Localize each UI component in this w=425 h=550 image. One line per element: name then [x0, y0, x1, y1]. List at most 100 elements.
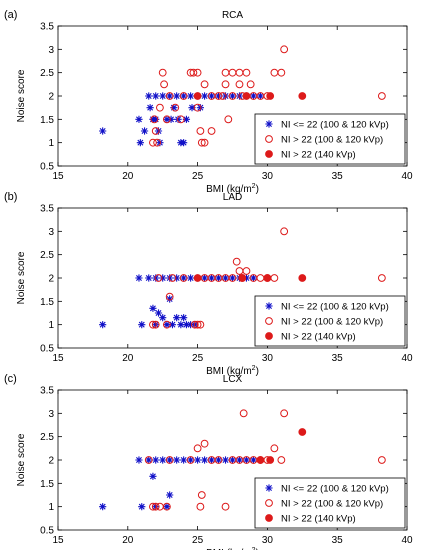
data-point [149, 472, 157, 480]
data-point [159, 274, 167, 282]
data-point [200, 274, 209, 282]
legend-marker [265, 499, 273, 507]
x-tick-label: 30 [262, 535, 274, 546]
data-point [200, 439, 209, 448]
data-point [194, 456, 202, 464]
data-point [149, 138, 157, 147]
data-point [249, 274, 258, 282]
data-point [197, 491, 206, 499]
chart-panel-2: (b) LAD 0.5 1 1.5 2 2.5 3 3.5 15 20 25 30 35 40 BMI (kg… [4, 191, 413, 377]
data-point [193, 444, 202, 453]
data-point [200, 80, 209, 89]
data-point [256, 456, 265, 464]
data-point [179, 274, 188, 282]
data-point [151, 127, 160, 135]
data-point [187, 274, 195, 282]
data-point [173, 92, 181, 100]
y-tick-label: 3.5 [40, 22, 54, 33]
data-point [214, 274, 223, 282]
data-point [165, 292, 174, 301]
data-point [187, 456, 195, 464]
y-axis-label: Noise score [16, 251, 27, 304]
data-point [162, 115, 171, 124]
x-axis-label-close: ) [256, 366, 259, 377]
data-point [166, 491, 174, 499]
data-point [193, 68, 202, 77]
legend-box [254, 295, 406, 347]
data-point [135, 274, 143, 282]
series-1 [99, 456, 265, 511]
data-point [298, 92, 307, 100]
x-tick-label: 35 [332, 171, 344, 182]
legend-entry-label: NI > 22 (100 & 120 kVp) [281, 135, 383, 146]
x-tick-label: 15 [52, 535, 64, 546]
data-point [153, 138, 162, 147]
data-point [166, 92, 174, 100]
data-point [214, 456, 223, 464]
data-point [207, 127, 216, 135]
legend-entry-label: NI > 22 (140 kVp) [281, 150, 356, 161]
chart-title: RCA [222, 10, 243, 21]
data-point [180, 456, 188, 464]
legend: NI <= 22 (100 & 120 kVp) NI > 22 (100 & 1… [254, 477, 406, 529]
legend-box [254, 477, 406, 529]
data-point [168, 274, 177, 282]
x-tick-label: 20 [122, 353, 134, 364]
data-point [180, 139, 188, 147]
data-point [136, 139, 144, 147]
y-tick-label: 3 [48, 227, 54, 238]
data-point [174, 115, 182, 123]
legend-entry-label: NI <= 22 (100 & 120 kVp) [281, 120, 389, 131]
legend-marker [265, 514, 273, 522]
data-point [221, 502, 230, 511]
data-point [166, 295, 174, 303]
data-point [221, 80, 230, 89]
data-point [168, 321, 177, 329]
data-point [221, 92, 230, 100]
data-point [270, 444, 279, 453]
data-point [266, 92, 275, 100]
panel-label: (b) [4, 191, 17, 203]
data-point [165, 456, 174, 464]
y-tick-label: 2.5 [40, 68, 54, 79]
y-tick-label: 3.5 [40, 386, 54, 397]
legend-entry-label: NI <= 22 (100 & 120 kVp) [281, 302, 389, 313]
data-point [152, 92, 160, 100]
data-point [152, 115, 160, 123]
data-point [193, 103, 202, 112]
data-point [158, 68, 167, 77]
x-axis-label: BMI (kg/m2) [206, 183, 259, 195]
data-point [207, 456, 216, 464]
data-point [196, 104, 204, 112]
data-point [235, 92, 244, 100]
data-point [207, 92, 216, 100]
data-point [224, 115, 233, 124]
data-point [145, 274, 153, 282]
data-point [149, 304, 157, 312]
x-tick-label: 25 [192, 353, 204, 364]
data-point [177, 321, 185, 329]
y-axis-label: Noise score [16, 433, 27, 486]
y-tick-label: 0.5 [40, 162, 54, 173]
x-tick-label: 40 [401, 353, 413, 364]
data-point [189, 68, 198, 77]
x-tick-label: 35 [332, 535, 344, 546]
data-point [207, 274, 216, 282]
x-tick-label: 40 [401, 535, 413, 546]
y-tick-label: 3 [48, 45, 54, 56]
data-point [154, 127, 163, 135]
y-tick-label: 2.5 [40, 250, 54, 261]
data-point [196, 502, 205, 511]
x-tick-label: 15 [52, 353, 64, 364]
data-point [228, 92, 237, 100]
legend-box [254, 113, 406, 165]
legend: NI <= 22 (100 & 120 kVp) NI > 22 (100 & 1… [254, 295, 406, 347]
data-point [277, 68, 286, 77]
data-point [190, 320, 199, 329]
legend-marker [265, 120, 273, 128]
series-3 [256, 428, 307, 464]
data-point [242, 68, 251, 77]
y-tick-label: 1.5 [40, 297, 54, 308]
legend: NI <= 22 (100 & 120 kVp) NI > 22 (100 & 1… [254, 113, 406, 165]
